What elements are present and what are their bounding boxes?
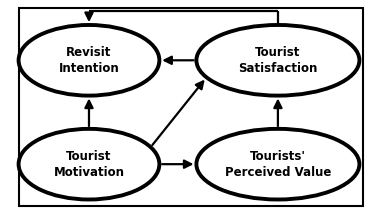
Text: Tourists'
Perceived Value: Tourists' Perceived Value <box>225 150 331 179</box>
Text: Tourist
Satisfaction: Tourist Satisfaction <box>238 46 318 75</box>
Ellipse shape <box>19 25 160 96</box>
Text: Revisit
Intention: Revisit Intention <box>59 46 119 75</box>
Text: Tourist
Motivation: Tourist Motivation <box>53 150 124 179</box>
Ellipse shape <box>197 129 359 199</box>
Ellipse shape <box>197 25 359 96</box>
Ellipse shape <box>19 129 160 199</box>
